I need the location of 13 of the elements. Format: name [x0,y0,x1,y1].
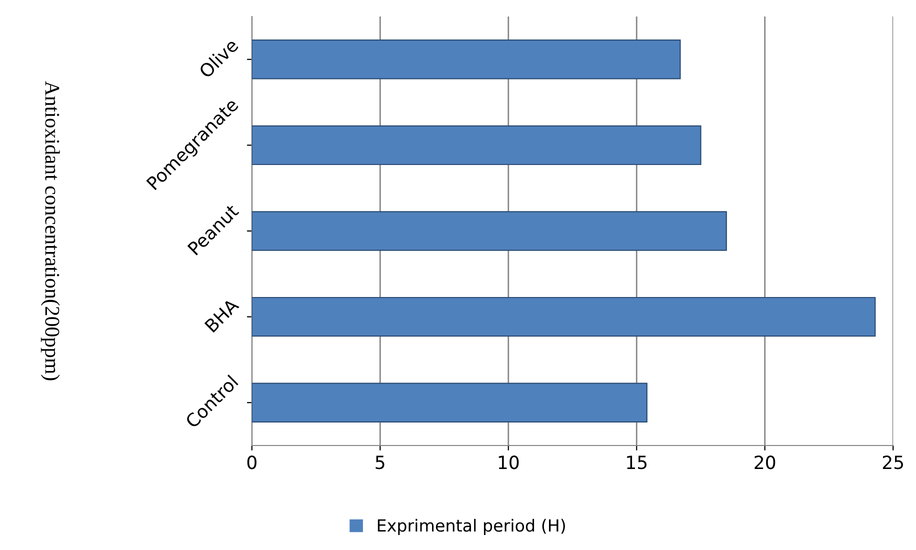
bar [252,40,681,80]
y-axis-title: Antioxidant concentration(200ppm) [40,81,60,380]
legend-label: Exprimental period (H) [378,518,565,535]
x-tick-label: 5 [376,456,384,470]
x-tick-label: 0 [247,456,256,470]
bar [252,382,648,422]
bar [252,296,876,337]
bar [252,125,702,166]
x-tick-label: 15 [627,456,647,470]
x-tick-label: 10 [498,456,519,470]
bar [252,211,727,251]
x-tick-label: 25 [882,456,904,470]
x-tick-label: 20 [754,456,776,470]
